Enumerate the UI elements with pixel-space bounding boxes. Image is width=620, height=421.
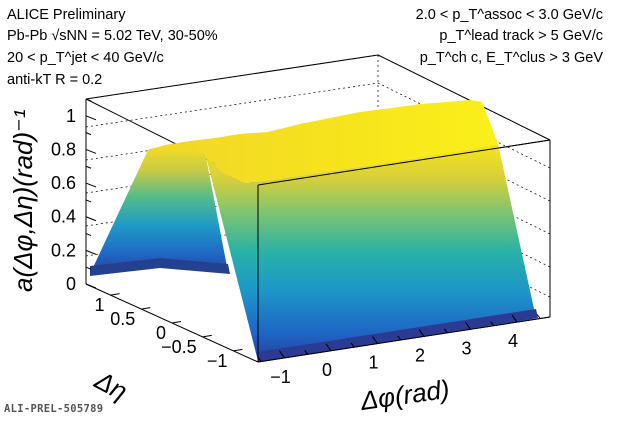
- surface-plateau: [148, 100, 498, 183]
- z-minor-tick: [85, 233, 92, 237]
- eta-tick-label: −1: [207, 351, 228, 371]
- surface-back-slope: [90, 147, 228, 274]
- z-tick-mark: [85, 182, 97, 188]
- annotation-right: 2.0 < p_T^assoc < 3.0 GeV/c p_T^lead tra…: [416, 7, 604, 66]
- z-tick-mark: [85, 283, 97, 289]
- phi-minor-tick: [536, 314, 541, 319]
- z-axis-title: a(Δφ,Δη)(rad)⁻¹: [8, 109, 38, 292]
- phi-tick-label: 3: [461, 338, 471, 358]
- phi-tick-mark: [511, 314, 518, 323]
- z-tick-mark: [85, 249, 97, 255]
- phi-tick-mark: [465, 321, 471, 330]
- z-minor-tick: [85, 132, 92, 136]
- phi-tick-label: 4: [508, 331, 518, 351]
- annotation-right-line-3: p_T^ch c, E_T^clus > 3 GeV: [420, 50, 604, 66]
- z-minor-tick: [85, 199, 92, 203]
- front-edges: [257, 139, 551, 363]
- preliminary-label: ALI-PREL-505789: [4, 403, 104, 415]
- annotation-right-line-1: 2.0 < p_T^assoc < 3.0 GeV/c: [416, 7, 603, 23]
- phi-minor-tick: [350, 342, 355, 348]
- annotation-right-line-2: p_T^lead track > 5 GeV/c: [439, 28, 603, 44]
- z-minor-tick: [85, 266, 92, 270]
- annotation-left: ALICE Preliminary Pb-Pb √sNN = 5.02 TeV,…: [7, 7, 218, 88]
- phi-minor-tick: [490, 321, 495, 326]
- z-tick-label: 0: [66, 274, 76, 294]
- phi-tick-mark: [372, 336, 378, 344]
- phi-tick-mark: [279, 350, 285, 359]
- phi-minor-tick: [257, 357, 262, 362]
- z-tick-label: 0.6: [51, 173, 76, 193]
- x-axis-title: Δφ(rad): [358, 374, 452, 416]
- phi-minor-tick: [304, 350, 309, 355]
- phi-tick-label: 2: [415, 345, 425, 365]
- phi-tick-mark: [418, 329, 425, 337]
- z-tick-mark: [85, 115, 97, 121]
- z-tick-label: 0.4: [51, 207, 76, 227]
- eta-tick-label: 1: [95, 295, 105, 315]
- surface: [90, 100, 538, 362]
- z-minor-tick: [85, 98, 92, 102]
- y-axis-title: Δη: [89, 364, 132, 406]
- z-tick-label: 0.8: [51, 139, 76, 159]
- eta-tick-label: −0.5: [161, 337, 197, 357]
- eta-tick-mark: [141, 307, 151, 310]
- phi-tick-label: 1: [368, 353, 378, 373]
- z-minor-tick: [85, 165, 92, 169]
- eta-tick-label: 0.5: [110, 309, 135, 329]
- eta-tick-mark: [110, 293, 120, 296]
- eta-tick-mark: [171, 321, 182, 324]
- phi-tick-label: −1: [270, 367, 291, 387]
- annotation-line-1: ALICE Preliminary: [7, 7, 126, 23]
- z-axis: 0 0.2 0.4 0.6 0.8 1: [51, 98, 97, 294]
- x-axis: −1 0 1 2 3 4: [257, 314, 541, 387]
- eta-tick-mark: [202, 334, 212, 338]
- z-tick-label: 1: [66, 106, 76, 126]
- annotation-line-4: anti-kT R = 0.2: [7, 72, 102, 88]
- annotation-line-2: Pb-Pb √sNN = 5.02 TeV, 30-50%: [7, 28, 218, 44]
- phi-minor-tick: [397, 335, 402, 341]
- surface-front-slope: [205, 144, 536, 361]
- z-tick-mark: [85, 216, 97, 222]
- z-tick-mark: [85, 148, 97, 154]
- phi-tick-label: 0: [322, 360, 332, 380]
- annotation-line-3: 20 < p_T^jet < 40 GeV/c: [7, 50, 164, 66]
- eta-tick-mark: [233, 348, 243, 352]
- eta-tick-label: 0: [156, 323, 166, 343]
- phi-tick-mark: [325, 343, 332, 352]
- phi-minor-tick: [443, 328, 448, 334]
- z-tick-label: 0.2: [51, 240, 76, 260]
- y-axis: 10.5 0−0.5 −1: [95, 293, 243, 371]
